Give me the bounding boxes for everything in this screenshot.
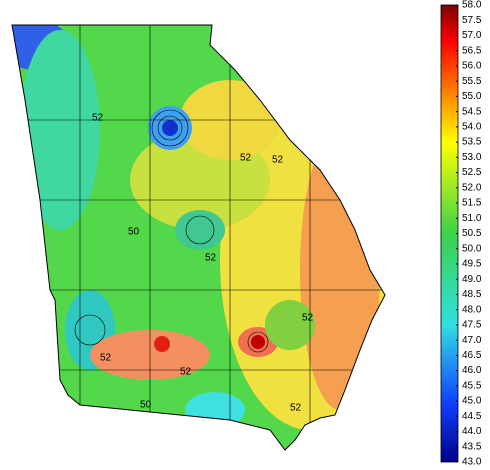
contour-label: 52 (205, 253, 217, 264)
colorbar-tick-label: 45.0 (462, 396, 482, 407)
colorbar-tick-label: 43.5 (462, 441, 482, 452)
colorbar (440, 4, 459, 463)
colorbar-tick-label: 56.5 (462, 45, 482, 56)
colorbar-tick-label: 53.5 (462, 137, 482, 148)
colorbar-tick-label: 55.0 (462, 91, 482, 102)
colorbar-tick-label: 48.0 (462, 304, 482, 315)
colorbar-tick-label: 47.0 (462, 335, 482, 346)
contour-label: 52 (180, 367, 192, 378)
colorbar-tick-label: 54.0 (462, 122, 482, 133)
colorbar-tick-label: 52.5 (462, 167, 482, 178)
contour-label: 52 (92, 113, 104, 124)
colorbar-tick-label: 44.5 (462, 411, 482, 422)
contour-label: 52 (240, 153, 252, 164)
colorbar-tick-label: 50.5 (462, 228, 482, 239)
colorbar-tick-label: 57.0 (462, 30, 482, 41)
contour-label: 52 (272, 155, 284, 166)
colorbar-tick-label: 46.0 (462, 365, 482, 376)
colorbar-tick-label: 52.0 (462, 182, 482, 193)
colorbar-tick-label: 58.0 (462, 0, 482, 11)
state-map (12, 25, 385, 450)
colorbar-tick-label: 55.5 (462, 76, 482, 87)
colorbar-tick-label: 50.0 (462, 243, 482, 254)
contour-label: 52 (290, 403, 302, 414)
colorbar-tick-label: 48.5 (462, 289, 482, 300)
colorbar-tick-label: 54.5 (462, 106, 482, 117)
colorbar-tick-label: 51.5 (462, 198, 482, 209)
contour-label: 50 (140, 400, 152, 411)
colorbar-tick-label: 47.5 (462, 320, 482, 331)
colorbar-tick-label: 44.0 (462, 426, 482, 437)
contour-label: 52 (302, 313, 314, 324)
colorbar-tick-label: 49.5 (462, 259, 482, 270)
colorbar-tick-label: 49.0 (462, 274, 482, 285)
colorbar-tick-label: 53.0 (462, 152, 482, 163)
contour-label: 52 (100, 353, 112, 364)
colorbar-tick-label: 51.0 (462, 213, 482, 224)
colorbar-tick-label: 56.0 (462, 61, 482, 72)
colorbar-tick-label: 45.5 (462, 380, 482, 391)
state-outline (11, 24, 386, 451)
colorbar-tick-label: 46.5 (462, 350, 482, 361)
colorbar-tick-label: 57.5 (462, 15, 482, 26)
colorbar-tick-label: 43.0 (462, 457, 482, 468)
contour-label: 50 (128, 227, 140, 238)
